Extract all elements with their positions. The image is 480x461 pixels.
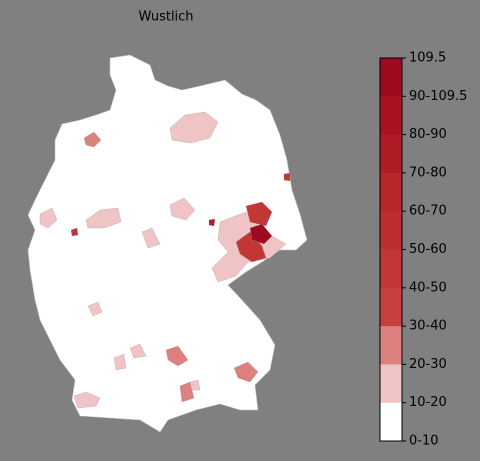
colorbar-label: 30-40 (409, 319, 447, 334)
colorbar-band (380, 402, 402, 442)
region (169, 197, 196, 221)
region (113, 353, 127, 371)
region (129, 343, 147, 359)
germany-map (27, 54, 308, 433)
colorbar-label: 0-10 (409, 434, 439, 449)
colorbar-band (380, 249, 402, 289)
colorbar: 109.5 90-109.5 80-90 70-80 60-70 50-60 40-50 30… (379, 51, 467, 449)
colorbar-band (380, 134, 402, 174)
region (85, 207, 122, 229)
country-outline (27, 54, 308, 433)
map-title: Wustlich (138, 10, 193, 25)
region (208, 218, 216, 227)
colorbar-band (380, 364, 402, 404)
region (245, 201, 273, 227)
colorbar-band (380, 211, 402, 250)
region (169, 111, 219, 144)
region (189, 379, 201, 391)
colorbar-label: 60-70 (409, 204, 447, 219)
colorbar-band (380, 172, 402, 212)
region (235, 231, 267, 263)
colorbar-band (380, 326, 402, 365)
region (141, 227, 161, 249)
region (179, 381, 195, 403)
colorbar-label: 80-90 (409, 127, 447, 142)
region (233, 361, 259, 383)
colorbar-label: 10-20 (409, 395, 447, 410)
colorbar-band (380, 96, 402, 136)
region (87, 301, 103, 317)
region (73, 391, 101, 409)
region (39, 207, 58, 229)
colorbar-label: 109.5 (409, 51, 446, 66)
colorbar-label: 20-30 (409, 357, 447, 372)
region (70, 227, 79, 237)
region (249, 223, 273, 245)
colorbar-label: 50-60 (409, 242, 447, 257)
region (165, 345, 189, 367)
region (83, 131, 102, 148)
colorbar-label: 40-50 (409, 280, 447, 295)
colorbar-band (380, 287, 402, 327)
colorbar-label: 90-109.5 (409, 89, 467, 104)
region (283, 172, 291, 182)
colorbar-label: 70-80 (409, 165, 447, 180)
colorbar-band (380, 58, 402, 97)
